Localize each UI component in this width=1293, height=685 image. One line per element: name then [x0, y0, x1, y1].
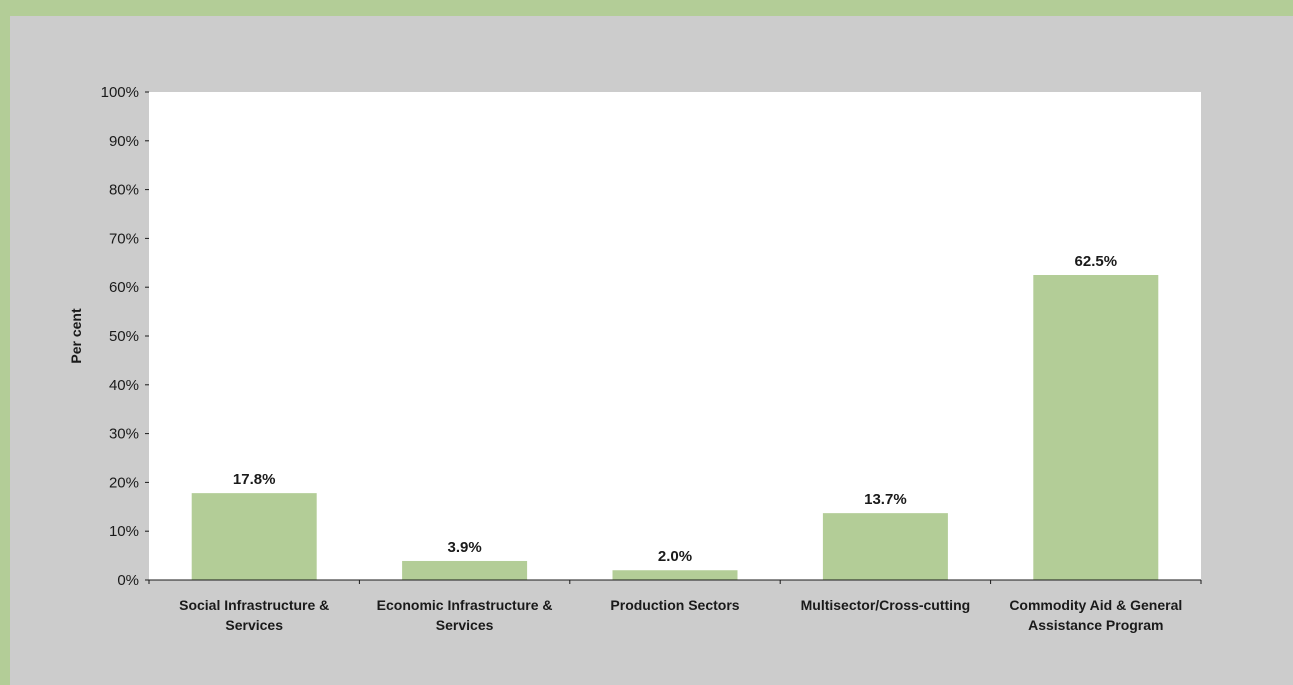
y-tick-label: 70%	[109, 230, 139, 247]
bar-value-label: 62.5%	[1075, 253, 1118, 270]
bar-value-label: 13.7%	[864, 491, 907, 508]
category-label: Assistance Program	[1028, 617, 1163, 633]
y-tick-label: 50%	[109, 328, 139, 345]
y-tick-label: 80%	[109, 182, 139, 199]
bar	[191, 493, 317, 580]
y-axis-title: Per cent	[68, 308, 84, 364]
bar	[402, 560, 528, 580]
category-label: Services	[436, 617, 494, 633]
bar	[822, 513, 948, 580]
y-tick-label: 90%	[109, 133, 139, 150]
category-label: Services	[225, 617, 283, 633]
category-label: Economic Infrastructure &	[377, 597, 553, 613]
plot-area	[149, 92, 1201, 580]
data-labels-group: 17.8% 3.9% 2.0% 13.7% 62.5%	[233, 253, 1117, 565]
category-label: Commodity Aid & General	[1009, 597, 1182, 613]
bar	[1033, 275, 1159, 580]
y-tick-label: 30%	[109, 426, 139, 443]
bar-value-label: 3.9%	[447, 539, 481, 556]
x-axis: Social Infrastructure & Services Economic …	[148, 580, 1202, 633]
y-tick-label: 20%	[109, 474, 139, 491]
category-label: Multisector/Cross-cutting	[801, 597, 971, 613]
category-label: Production Sectors	[610, 597, 739, 613]
bar-value-label: 2.0%	[658, 548, 692, 565]
bar	[612, 570, 738, 580]
y-tick-label: 10%	[109, 523, 139, 540]
y-tick-label: 0%	[117, 572, 139, 589]
y-tick-label: 40%	[109, 377, 139, 394]
bars-group	[191, 275, 1159, 580]
bar-value-label: 17.8%	[233, 471, 276, 488]
category-label: Social Infrastructure &	[179, 597, 329, 613]
y-tick-label: 100%	[101, 84, 139, 101]
y-tick-label: 60%	[109, 279, 139, 296]
y-axis: 0% 10% 20% 30% 40% 50% 60% 70% 80% 90% 100%	[101, 84, 149, 589]
